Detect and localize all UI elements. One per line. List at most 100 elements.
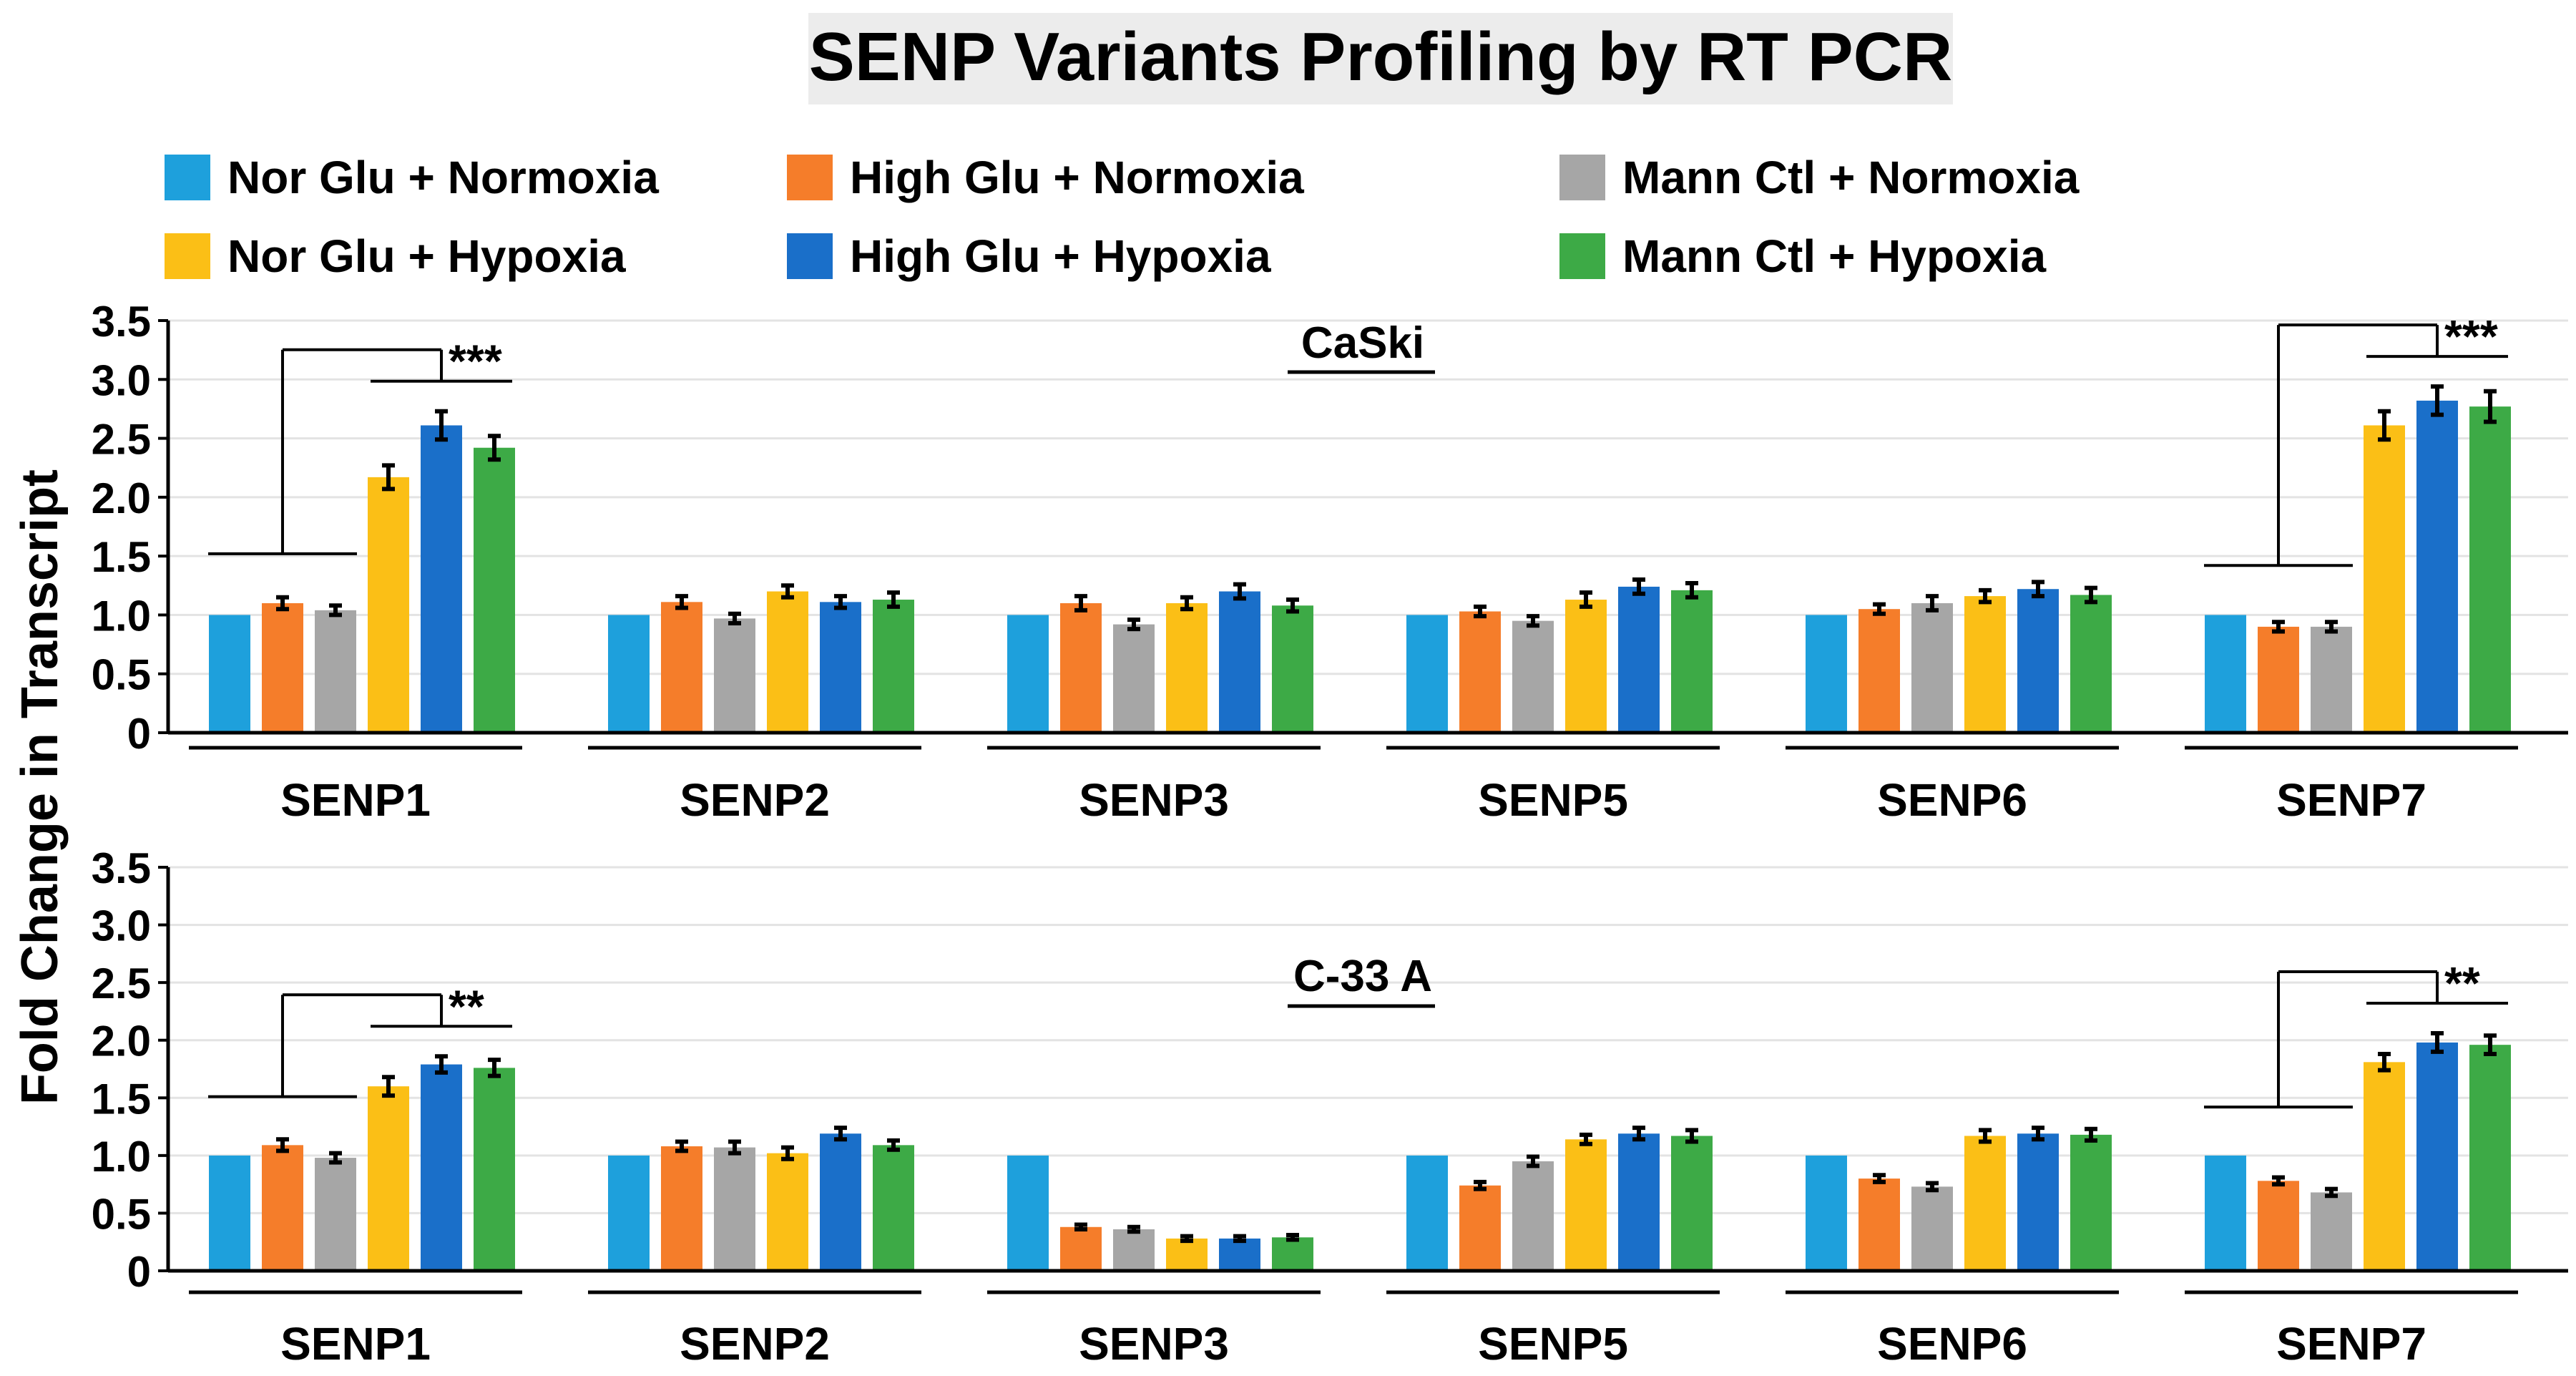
bar <box>1219 1238 1260 1271</box>
bar <box>1166 602 1208 733</box>
bar <box>2017 1133 2059 1271</box>
y-tick-label: 3.5 <box>92 844 151 892</box>
category-label: SENP7 <box>2276 774 2426 826</box>
bar <box>714 618 755 733</box>
y-tick-label: 3.0 <box>92 356 151 404</box>
y-tick-label: 2.0 <box>92 1018 151 1065</box>
bar <box>209 615 250 733</box>
category-label: SENP6 <box>1877 774 2027 826</box>
bar <box>767 1153 808 1271</box>
bar <box>1272 605 1313 733</box>
significance-label: ** <box>2444 957 2480 1009</box>
legend-label-3: Mann Ctl + Normoxia <box>1622 152 2080 203</box>
significance-bracket: *** <box>2204 311 2508 567</box>
bar <box>767 591 808 733</box>
bar <box>2416 400 2458 733</box>
bar <box>873 1145 914 1271</box>
bar <box>474 1068 515 1271</box>
bar <box>1671 590 1713 733</box>
bar <box>1858 609 1900 733</box>
bar <box>1565 600 1607 733</box>
bar <box>1618 1133 1660 1271</box>
bar <box>1911 1186 1953 1271</box>
legend-label-6: Mann Ctl + Hypoxia <box>1622 230 2047 282</box>
y-tick-label: 3.0 <box>92 902 151 950</box>
bar <box>421 425 462 733</box>
category-label: SENP7 <box>2276 1318 2426 1370</box>
category-label: SENP5 <box>1478 774 1628 826</box>
panel-label: C-33 A <box>1293 952 1432 1001</box>
legend-swatch-4 <box>165 233 210 279</box>
y-tick-label: 1.0 <box>92 592 151 640</box>
significance-bracket: ** <box>208 980 512 1098</box>
legend-label-1: Nor Glu + Normoxia <box>227 152 659 203</box>
significance-bracket: *** <box>208 336 512 555</box>
bar <box>2311 626 2352 733</box>
bar <box>421 1064 462 1271</box>
bar <box>1113 1229 1155 1271</box>
panel-2: 0 0.5 1.0 1.5 2.0 2.5 3.0 3.5 C-33 A SENP1 ** SENP2… <box>92 844 2568 1370</box>
bar <box>1219 591 1260 733</box>
y-tick-label: 0.5 <box>92 651 151 699</box>
y-tick-label: 1.5 <box>92 1075 151 1123</box>
bar <box>1858 1179 1900 1271</box>
bar <box>1565 1139 1607 1271</box>
y-tick-label: 2.5 <box>92 960 151 1007</box>
bar <box>2364 425 2405 733</box>
y-tick-label: 0.5 <box>92 1190 151 1238</box>
bar <box>1060 1226 1102 1271</box>
bar <box>1459 611 1501 733</box>
y-tick-label: 0 <box>127 710 151 758</box>
y-axis-label: Fold Change in Transcript <box>11 469 69 1105</box>
bar <box>1166 1238 1208 1271</box>
chart-panels: 0 0.5 1.0 1.5 2.0 2.5 3.0 3.5 CaSki SENP1 *** SENP2… <box>92 298 2568 1370</box>
bar <box>209 1155 250 1271</box>
bar <box>2205 1155 2246 1271</box>
bar <box>2258 1181 2299 1271</box>
bar <box>1459 1185 1501 1271</box>
bar <box>1671 1136 1713 1271</box>
category-label: SENP1 <box>280 774 431 826</box>
legend-swatch-1 <box>165 155 210 200</box>
bar <box>820 1133 861 1271</box>
bar <box>661 602 702 733</box>
category-label: SENP5 <box>1478 1318 1628 1370</box>
bar <box>1406 615 1448 733</box>
significance-bracket: ** <box>2204 957 2508 1109</box>
bar <box>315 1158 356 1271</box>
legend-label-2: High Glu + Normoxia <box>850 152 1304 203</box>
bar <box>1806 1155 1847 1271</box>
bar <box>714 1147 755 1271</box>
bar <box>608 1155 650 1271</box>
bar <box>661 1146 702 1271</box>
legend-swatch-3 <box>1559 155 1605 200</box>
bar <box>2311 1192 2352 1271</box>
bar <box>262 602 303 733</box>
bar <box>2469 406 2511 733</box>
chart-title: SENP Variants Profiling by RT PCR <box>809 19 1953 95</box>
bar <box>262 1145 303 1271</box>
significance-label: ** <box>449 980 484 1032</box>
bar <box>873 600 914 733</box>
legend: Nor Glu + Normoxia High Glu + Normoxia Man… <box>165 152 2080 282</box>
bar <box>1272 1237 1313 1271</box>
y-tick-label: 2.0 <box>92 474 151 522</box>
bar <box>1007 1155 1049 1271</box>
legend-swatch-6 <box>1559 233 1605 279</box>
bar <box>2070 1134 2112 1271</box>
category-label: SENP3 <box>1079 774 1229 826</box>
category-label: SENP6 <box>1877 1318 2027 1370</box>
bar <box>820 602 861 733</box>
legend-label-4: Nor Glu + Hypoxia <box>227 230 626 282</box>
bar <box>608 615 650 733</box>
y-tick-label: 2.5 <box>92 416 151 464</box>
bar <box>2205 615 2246 733</box>
bar <box>1911 602 1953 733</box>
bar <box>2258 626 2299 733</box>
bar <box>1406 1155 1448 1271</box>
legend-swatch-2 <box>787 155 833 200</box>
category-label: SENP1 <box>280 1318 431 1370</box>
panel-1: 0 0.5 1.0 1.5 2.0 2.5 3.0 3.5 CaSki SENP1 *** SENP2… <box>92 298 2568 826</box>
legend-swatch-5 <box>787 233 833 279</box>
